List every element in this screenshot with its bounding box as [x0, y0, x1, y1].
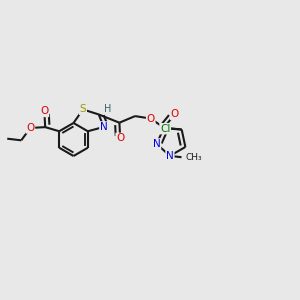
- Text: H: H: [104, 104, 111, 114]
- Text: O: O: [170, 110, 179, 119]
- Text: CH₃: CH₃: [185, 153, 202, 162]
- Text: O: O: [40, 106, 49, 116]
- Text: S: S: [80, 104, 86, 115]
- Text: N: N: [153, 139, 160, 149]
- Text: O: O: [116, 134, 124, 143]
- Text: N: N: [100, 122, 108, 132]
- Text: O: O: [26, 123, 34, 133]
- Text: Cl: Cl: [160, 124, 170, 134]
- Text: O: O: [147, 114, 155, 124]
- Text: N: N: [166, 151, 174, 161]
